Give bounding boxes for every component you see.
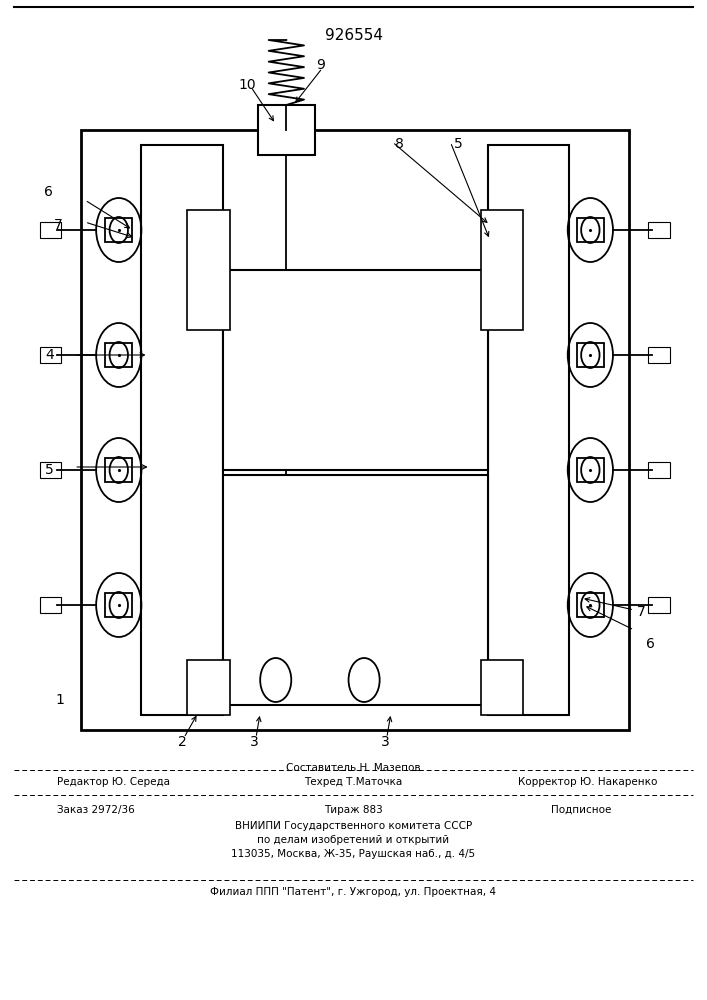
Bar: [40, 597, 61, 613]
Text: 4: 4: [45, 348, 54, 362]
Bar: [577, 218, 604, 242]
Bar: [258, 105, 315, 155]
Text: 5: 5: [454, 137, 462, 151]
Text: Филиал ППП "Патент", г. Ужгород, ул. Проектная, 4: Филиал ППП "Патент", г. Ужгород, ул. Про…: [211, 887, 496, 897]
Text: 6: 6: [44, 185, 52, 199]
Bar: [488, 145, 569, 715]
Bar: [577, 458, 604, 482]
Text: Корректор Ю. Накаренко: Корректор Ю. Накаренко: [518, 777, 658, 787]
Text: 3: 3: [381, 735, 390, 749]
Text: по делам изобретений и открытий: по делам изобретений и открытий: [257, 835, 450, 845]
Bar: [223, 270, 488, 470]
Text: 2: 2: [178, 735, 187, 749]
Bar: [105, 458, 132, 482]
Bar: [648, 462, 670, 478]
Text: 5: 5: [45, 463, 54, 477]
Bar: [648, 347, 670, 363]
Text: Заказ 2972/36: Заказ 2972/36: [57, 805, 134, 815]
Text: 9: 9: [316, 58, 325, 72]
Text: 10: 10: [239, 78, 256, 92]
Bar: [648, 222, 670, 238]
Bar: [81, 130, 629, 730]
Text: ВНИИПИ Государственного комитета СССР: ВНИИПИ Государственного комитета СССР: [235, 821, 472, 831]
Text: Редактор Ю. Середа: Редактор Ю. Середа: [57, 777, 170, 787]
Bar: [223, 475, 488, 705]
Text: 7: 7: [54, 218, 62, 232]
Bar: [481, 660, 523, 715]
Bar: [40, 222, 61, 238]
Text: 6: 6: [646, 637, 655, 651]
Bar: [648, 597, 670, 613]
Text: Техред Т.Маточка: Техред Т.Маточка: [305, 777, 402, 787]
Bar: [481, 210, 523, 330]
Text: 113035, Москва, Ж-35, Раушская наб., д. 4/5: 113035, Москва, Ж-35, Раушская наб., д. …: [231, 849, 476, 859]
Bar: [105, 343, 132, 367]
Text: 1: 1: [56, 693, 64, 707]
Text: 926554: 926554: [325, 27, 382, 42]
Bar: [187, 210, 230, 330]
Text: 3: 3: [250, 735, 259, 749]
Bar: [40, 462, 61, 478]
Text: Тираж 883: Тираж 883: [324, 805, 383, 815]
Bar: [40, 347, 61, 363]
Bar: [141, 145, 223, 715]
Bar: [105, 593, 132, 617]
Bar: [577, 343, 604, 367]
Bar: [577, 593, 604, 617]
Bar: [105, 218, 132, 242]
Bar: [187, 660, 230, 715]
Text: Подписное: Подписное: [551, 805, 612, 815]
Text: 7: 7: [637, 605, 645, 619]
Text: 8: 8: [395, 137, 404, 151]
Text: Составитель Н. Мазепов: Составитель Н. Мазепов: [286, 763, 421, 773]
